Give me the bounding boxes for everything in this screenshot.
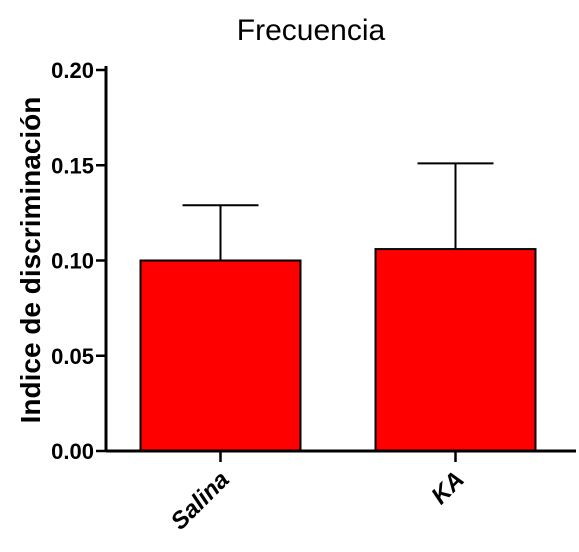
chart-marks — [139, 162, 537, 452]
y-axis-label: Indice de discriminación — [15, 97, 46, 424]
y-tick-label: 0.20 — [51, 58, 94, 83]
bar-salina — [139, 259, 302, 452]
bar-ka — [374, 248, 537, 452]
y-tick-label: 0.15 — [51, 153, 94, 178]
y-tick-label: 0.05 — [51, 344, 94, 369]
y-tick-label: 0.00 — [51, 439, 94, 464]
y-tick-label: 0.10 — [51, 249, 94, 274]
x-tick-label: KA — [426, 466, 470, 510]
y-ticks: 0.00 0.05 0.10 0.15 0.20 — [51, 58, 106, 464]
x-tick-label: Salina — [166, 466, 235, 535]
x-ticks: Salina KA — [166, 451, 470, 535]
chart-title: Frecuencia — [237, 14, 386, 47]
